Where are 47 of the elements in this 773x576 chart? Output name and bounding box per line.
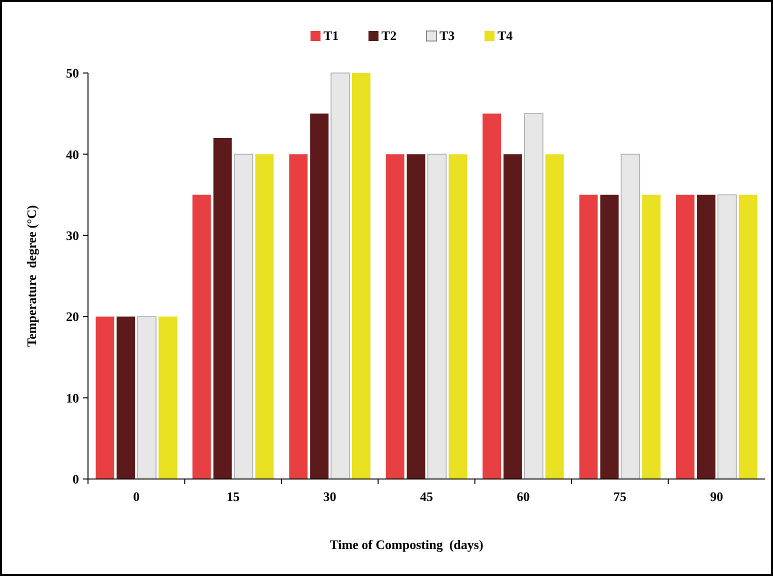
y-tick-label: 0 (72, 472, 79, 487)
bar (406, 154, 426, 479)
bar (545, 154, 564, 479)
bar (386, 154, 404, 479)
x-tick-label: 90 (710, 489, 724, 504)
bar (289, 154, 308, 479)
bar (620, 154, 640, 480)
bar (579, 194, 598, 479)
bar (504, 154, 522, 479)
bar (600, 194, 619, 479)
bar (310, 114, 329, 479)
bar (482, 114, 502, 479)
bar (676, 194, 694, 479)
bar (427, 154, 447, 480)
bar (696, 194, 716, 479)
bar (158, 316, 177, 479)
bar (448, 154, 468, 479)
x-tick-label: 45 (420, 489, 434, 504)
legend-label: T4 (498, 28, 514, 43)
y-tick-label: 30 (66, 228, 79, 243)
x-tick-label: 30 (323, 489, 336, 504)
bar (116, 316, 136, 479)
bar (352, 73, 370, 479)
bar (255, 154, 274, 479)
bar (738, 194, 758, 479)
bar (642, 194, 661, 479)
bar (234, 154, 254, 480)
bar (96, 316, 114, 479)
legend-label: T2 (382, 28, 397, 43)
x-tick-label: 75 (613, 489, 627, 504)
y-tick-label: 50 (66, 66, 79, 81)
bar (524, 113, 544, 480)
bar (718, 194, 737, 480)
bar (192, 194, 211, 479)
y-axis-title: Temperature degree (°C) (24, 205, 39, 347)
bar (213, 138, 232, 479)
y-tick-label: 20 (66, 309, 79, 324)
x-axis-title: Time of Composting (days) (330, 537, 484, 552)
y-tick-label: 10 (66, 390, 79, 406)
legend-label: T3 (440, 28, 456, 43)
y-tick-label: 40 (66, 146, 79, 162)
x-tick-label: 0 (133, 489, 140, 504)
bar (137, 316, 156, 480)
legend-label: T1 (324, 28, 339, 43)
bar (330, 72, 350, 480)
x-tick-label: 60 (516, 489, 530, 504)
x-tick-label: 15 (226, 489, 240, 504)
